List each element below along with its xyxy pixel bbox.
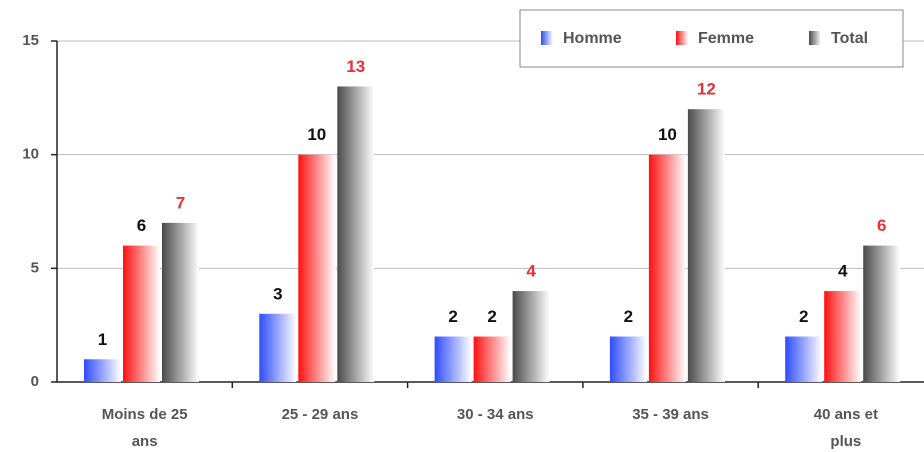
y-tick-label: 10 (22, 146, 39, 163)
y-tick-label: 0 (31, 373, 39, 390)
bar (648, 154, 686, 382)
legend-box (519, 9, 904, 68)
x-tick-label: 30 - 34 ans (457, 406, 534, 423)
value-label: 10 (307, 125, 326, 144)
bar (785, 336, 823, 382)
value-label: 2 (799, 307, 808, 326)
bar (863, 245, 901, 382)
value-label: 2 (448, 307, 457, 326)
bar (84, 359, 121, 382)
bar (687, 109, 725, 382)
bar (337, 86, 375, 382)
value-label: 4 (526, 262, 536, 281)
legend-swatch (676, 31, 688, 45)
x-tick-label: 35 - 39 ans (632, 406, 709, 423)
value-label: 13 (346, 57, 365, 76)
value-label: 4 (838, 262, 848, 281)
value-label: 2 (487, 307, 496, 326)
legend-swatch (809, 31, 821, 45)
bar (123, 245, 160, 382)
value-label: 7 (176, 193, 185, 212)
x-tick-label: 25 - 29 ans (282, 406, 359, 423)
legend-swatch (541, 31, 553, 45)
legend-label: Femme (698, 30, 754, 47)
bar (824, 291, 862, 382)
y-tick-label: 15 (22, 32, 39, 49)
y-tick-label: 5 (31, 259, 39, 276)
value-label: 1 (98, 330, 107, 349)
bar (609, 336, 647, 382)
x-tick-label: Moins de 25 ans (102, 406, 188, 450)
bar (434, 336, 472, 382)
bar (298, 154, 336, 382)
legend-label: Homme (563, 30, 622, 47)
legend: Homme Femme Total (519, 9, 904, 68)
value-label: 3 (273, 284, 282, 303)
bar (259, 313, 297, 382)
value-label: 12 (697, 80, 716, 99)
value-label: 6 (137, 216, 146, 235)
legend-label: Total (831, 30, 868, 47)
x-tick-label: 40 ans et plus (814, 406, 878, 450)
value-label: 10 (658, 125, 677, 144)
value-label: 6 (877, 216, 886, 235)
value-label: 2 (624, 307, 633, 326)
bar (473, 336, 511, 382)
bar (162, 222, 199, 382)
bar (512, 291, 550, 382)
